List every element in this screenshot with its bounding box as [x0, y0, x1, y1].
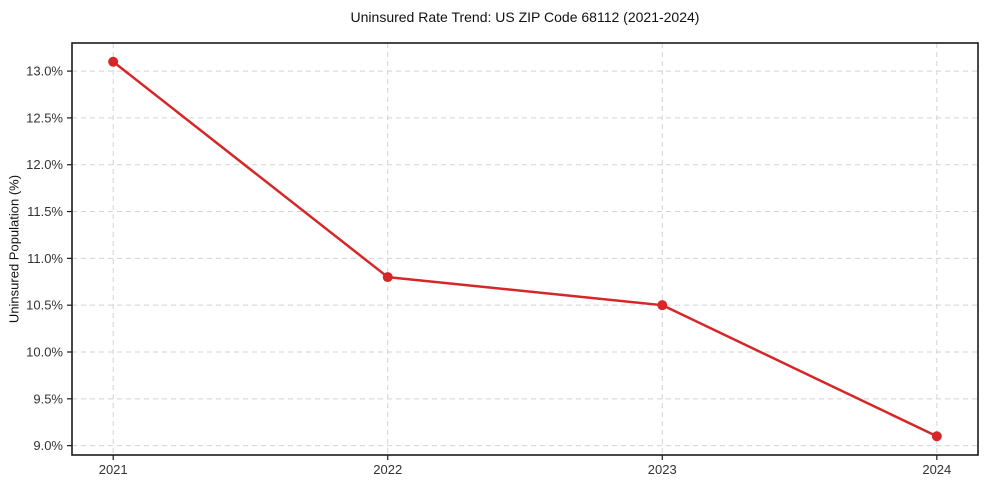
y-tick-label: 9.0%	[33, 438, 63, 453]
data-point	[931, 431, 942, 442]
y-tick-label: 12.0%	[26, 157, 63, 172]
y-tick-label: 10.0%	[26, 345, 63, 360]
chart-title: Uninsured Rate Trend: US ZIP Code 68112 …	[350, 9, 700, 25]
trend-line	[111, 60, 939, 438]
y-tick-label: 9.5%	[33, 391, 63, 406]
y-tick-label: 11.5%	[27, 204, 63, 219]
y-tick-label: 12.5%	[26, 110, 63, 125]
data-point	[382, 272, 393, 283]
x-tick-label: 2021	[99, 462, 128, 477]
data-point	[108, 56, 119, 67]
x-tick-label: 2024	[922, 462, 951, 477]
x-tick-label: 2023	[648, 462, 677, 477]
x-tick-label: 2022	[373, 462, 402, 477]
y-tick-label: 11.0%	[27, 251, 63, 266]
y-tick-label: 10.5%	[26, 298, 63, 313]
y-tick-label: 13.0%	[26, 64, 63, 79]
data-point	[657, 300, 668, 311]
plot-border	[71, 42, 979, 456]
